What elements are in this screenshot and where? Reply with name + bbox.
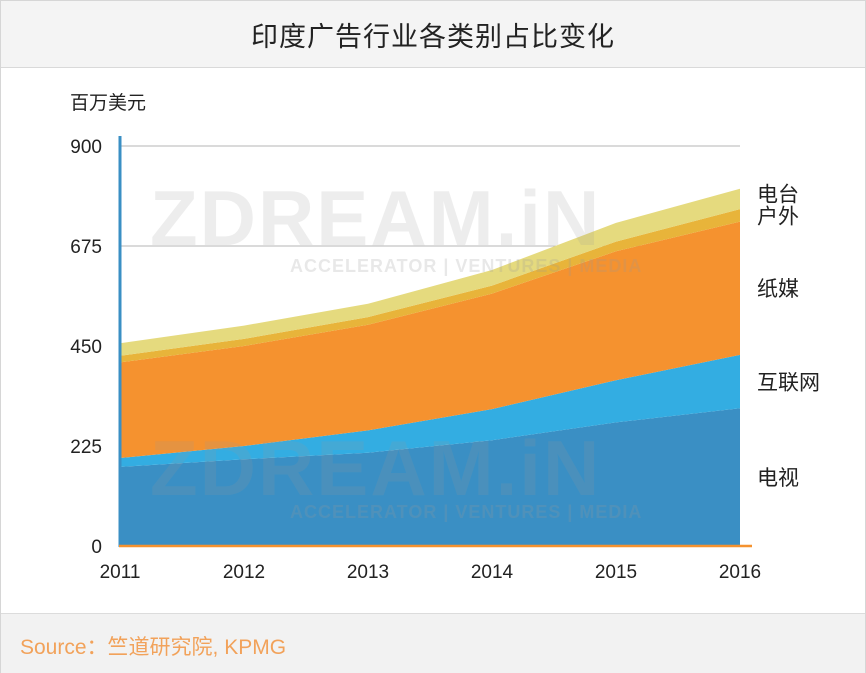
series-label-1: 电视 bbox=[757, 466, 799, 490]
watermark-tagline: ACCELERATOR | VENTURES | MEDIA bbox=[290, 502, 642, 522]
watermark-brand: ZDREAM.iN bbox=[150, 174, 601, 262]
y-axis-unit: 百万美元 bbox=[70, 92, 146, 114]
x-tick-label: 2016 bbox=[719, 562, 761, 583]
series-label-3: 纸媒 bbox=[757, 277, 799, 301]
x-tick-label: 2011 bbox=[100, 562, 141, 583]
chart-title: 印度广告行业各类别占比变化 bbox=[251, 21, 615, 53]
series-label-2: 互联网 bbox=[757, 371, 820, 395]
watermark-bottom: ZDREAM.iN ACCELERATOR | VENTURES | MEDIA bbox=[150, 424, 642, 522]
y-tick-label: 0 bbox=[91, 537, 102, 558]
title-bar: 印度广告行业各类别占比变化 bbox=[1, 1, 865, 68]
area-2 bbox=[120, 354, 740, 467]
footer-bar: Source：竺道研究院, KPMG bbox=[1, 613, 865, 673]
x-tick-label: 2014 bbox=[471, 562, 514, 583]
x-tick-labels: 2011 2012 2013 2014 2015 2016 bbox=[100, 562, 762, 583]
y-tick-labels: 0 225 450 675 900 bbox=[70, 137, 102, 558]
y-tick-label: 900 bbox=[70, 137, 102, 158]
area-chart: ZDREAM.iN ACCELERATOR | VENTURES | MEDIA… bbox=[70, 92, 820, 583]
y-tick-label: 450 bbox=[70, 337, 102, 358]
x-tick-label: 2012 bbox=[223, 562, 265, 583]
watermark-tagline: ACCELERATOR | VENTURES | MEDIA bbox=[290, 256, 642, 276]
series-label-5: 电台 bbox=[757, 182, 799, 206]
x-tick-label: 2015 bbox=[595, 562, 637, 583]
y-tick-label: 225 bbox=[70, 437, 102, 458]
series-label-4: 户外 bbox=[757, 204, 799, 228]
y-tick-label: 675 bbox=[70, 237, 102, 258]
x-tick-label: 2013 bbox=[347, 562, 389, 583]
watermark-top: ZDREAM.iN ACCELERATOR | VENTURES | MEDIA bbox=[150, 174, 642, 276]
area-3 bbox=[120, 221, 740, 458]
area-1 bbox=[120, 408, 740, 546]
source-note: Source：竺道研究院, KPMG bbox=[20, 636, 287, 659]
area-5 bbox=[120, 188, 740, 356]
watermark-brand: ZDREAM.iN bbox=[150, 424, 601, 512]
stacked-areas bbox=[120, 188, 740, 546]
